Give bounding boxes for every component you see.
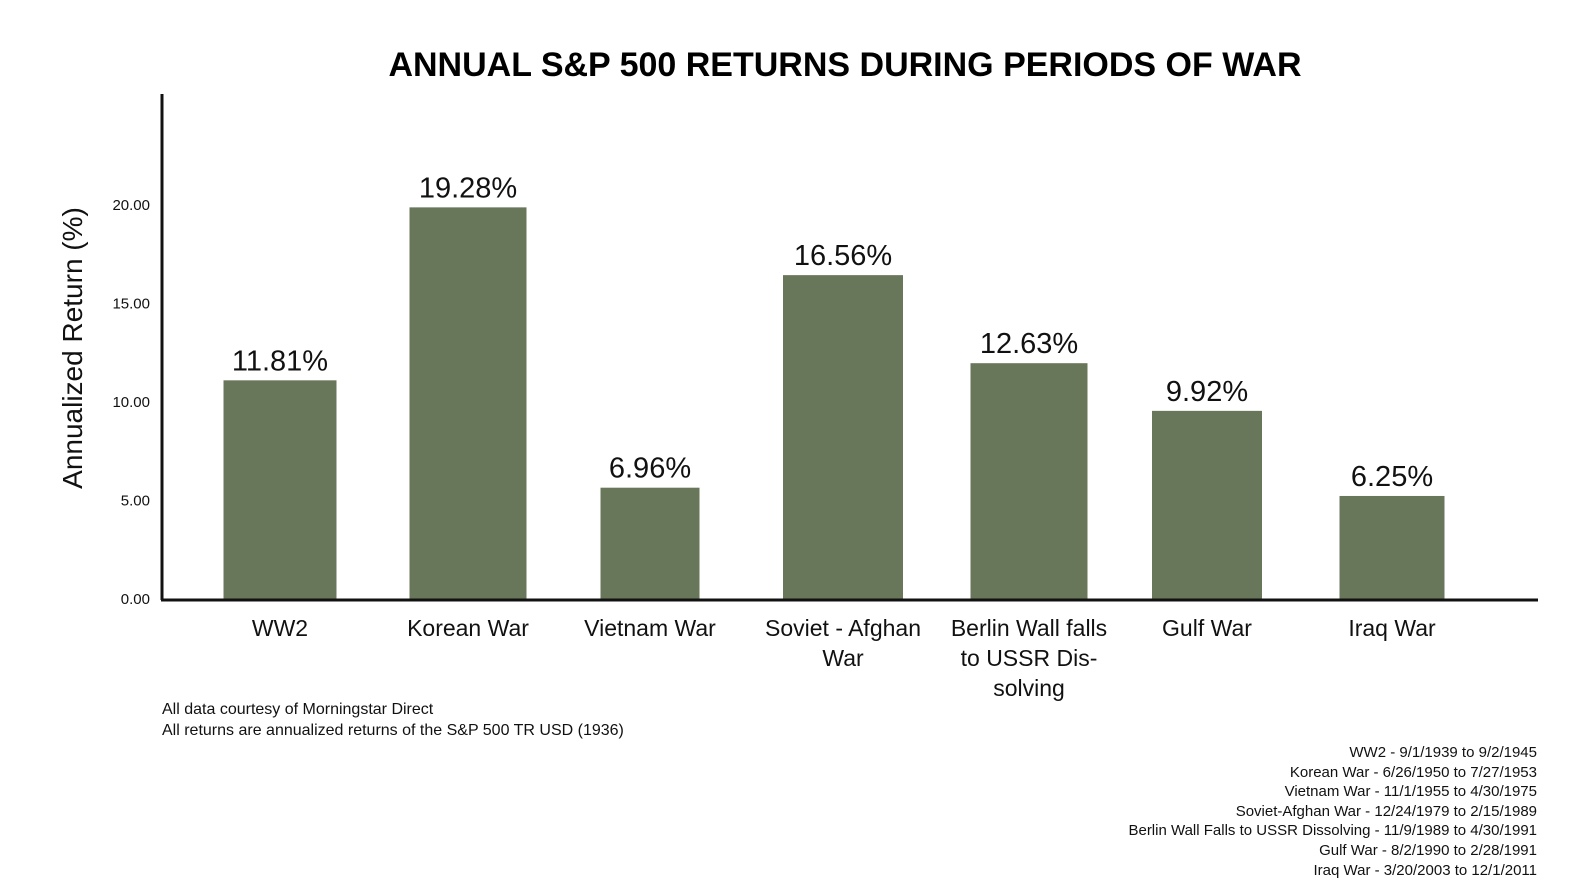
category-label: Korean War (407, 615, 529, 641)
category-label: Soviet - Afghan (765, 615, 921, 641)
value-label: 16.56% (794, 240, 892, 272)
bar (783, 275, 903, 600)
period-item: Korean War - 6/26/1950 to 7/27/1953 (1289, 763, 1537, 781)
bar (600, 487, 700, 600)
y-tick-label: 20.00 (112, 197, 150, 214)
value-label: 19.28% (419, 172, 517, 204)
y-axis-ticks: 0.00 5.00 10.00 15.00 20.00 (112, 197, 150, 608)
value-label: 9.92% (1166, 376, 1248, 408)
bar (409, 207, 527, 600)
period-item: Soviet-Afghan War - 12/24/1979 to 2/15/1… (1235, 802, 1537, 820)
y-tick-label: 5.00 (121, 493, 150, 510)
bar (970, 363, 1088, 600)
y-tick-label: 15.00 (112, 296, 150, 313)
value-label: 12.63% (980, 328, 1078, 360)
category-label: Berlin Wall falls (951, 615, 1107, 641)
value-label: 11.81% (232, 345, 328, 377)
category-label: WW2 (252, 615, 308, 641)
category-label: Vietnam War (584, 615, 716, 641)
chart-title: ANNUAL S&P 500 RETURNS DURING PERIODS OF… (388, 46, 1301, 84)
category-label: Iraq War (1348, 615, 1436, 641)
period-item: Vietnam War - 11/1/1955 to 4/30/1975 (1284, 783, 1537, 801)
period-item: Berlin Wall Falls to USSR Dissolving - 1… (1128, 822, 1537, 840)
bar (1339, 495, 1445, 600)
value-label: 6.25% (1351, 461, 1433, 493)
y-tick-label: 0.00 (121, 591, 150, 608)
bar (1152, 410, 1262, 600)
source-note: All returns are annualized returns of th… (162, 722, 624, 739)
source-note: All data courtesy of Morningstar Direct (162, 701, 434, 718)
value-label: 6.96% (609, 453, 691, 485)
period-item: Iraq War - 3/20/2003 to 12/1/2011 (1313, 861, 1537, 879)
y-axis-label: Annualized Return (%) (57, 207, 88, 489)
category-label: to USSR Dis- (961, 645, 1098, 671)
category-label: Gulf War (1162, 615, 1252, 641)
bars (223, 207, 1445, 600)
period-item: Gulf War - 8/2/1990 to 2/28/1991 (1319, 841, 1537, 859)
y-tick-label: 10.00 (112, 394, 150, 411)
period-item: WW2 - 9/1/1939 to 9/2/1945 (1349, 744, 1537, 761)
category-label: War (822, 645, 864, 671)
category-label: solving (993, 675, 1065, 701)
value-labels: 11.81% 19.28% 6.96% 16.56% 12.63% 9.92% 6.25% (232, 172, 1433, 493)
war-periods: WW2 - 9/1/1939 to 9/2/1945 Korean War - … (1128, 743, 1537, 880)
category-labels: WW2 Korean War Vietnam War Soviet - Afghan W… (252, 615, 1436, 701)
source-notes: All data courtesy of Morningstar Direct … (162, 699, 624, 741)
bar (223, 380, 337, 600)
